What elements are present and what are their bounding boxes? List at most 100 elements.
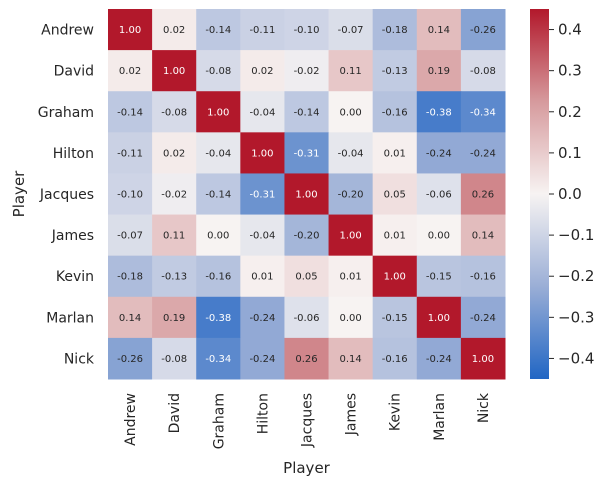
cell-value-label: -0.02 (161, 190, 187, 201)
heatmap-cell (284, 296, 330, 339)
colorbar-tick-label: 0.3 (558, 62, 582, 80)
colorbar-tick-label: −0.1 (558, 226, 594, 244)
cell-value-label: 0.00 (339, 107, 361, 118)
cell-value-label: -0.15 (382, 313, 408, 324)
cell-value-label: -0.16 (205, 272, 231, 283)
cell-value-label: -0.16 (382, 354, 408, 365)
cell-value-label: -0.14 (294, 107, 320, 118)
heatmap-cell (460, 132, 506, 174)
x-tick-labels: Andrew David Graham Hilton Jacques James Kevin… (123, 392, 492, 449)
cell-value-label: 1.00 (251, 148, 273, 159)
heatmap-cell (196, 173, 241, 216)
heatmap-cell (240, 9, 285, 51)
heatmap-cell (372, 91, 418, 133)
heatmap-cell (240, 173, 285, 216)
colorbar-tick-label: −0.3 (558, 308, 594, 326)
heatmap-cell (372, 173, 418, 216)
heatmap-cell (196, 91, 241, 133)
y-tick-label: Andrew (41, 23, 94, 39)
cell-value-label: -0.04 (338, 148, 364, 159)
y-tick-label: Hilton (53, 146, 94, 162)
cell-value-label: -0.07 (117, 231, 143, 242)
cell-value-label: 0.01 (339, 272, 361, 283)
heatmap-cell (284, 132, 330, 174)
cell-value-label: -0.38 (205, 313, 231, 324)
colorbar: 0.4 0.3 0.2 0.1 0.0 −0.1 −0.2 −0.3 −0.4 (530, 9, 594, 379)
heatmap-cell (416, 132, 462, 174)
heatmap-cell (240, 337, 285, 380)
heatmap-cell (460, 296, 506, 339)
cell-value-label: 0.11 (163, 231, 185, 242)
y-tick-label: Kevin (56, 269, 94, 285)
cell-value-label: -0.14 (117, 107, 143, 118)
heatmap-cell (416, 296, 462, 339)
cell-value-label: 1.00 (163, 66, 185, 77)
heatmap-cell (460, 50, 506, 92)
cell-value-label: -0.08 (161, 107, 187, 118)
heatmap-cell (152, 9, 197, 51)
cell-value-label: -0.34 (205, 354, 231, 365)
heatmap-cell (196, 337, 241, 380)
cell-value-label: 0.19 (163, 313, 185, 324)
heatmap-cell (152, 173, 197, 216)
heatmap-cell (240, 296, 285, 339)
heatmap-cell (152, 132, 197, 174)
x-tick-label: Andrew (123, 393, 139, 446)
y-tick-label: Graham (38, 105, 94, 121)
cell-value-label: 0.00 (207, 231, 229, 242)
heatmap-cell (108, 337, 153, 380)
cell-value-label: 0.02 (163, 25, 185, 36)
cell-value-label: -0.10 (294, 25, 320, 36)
cell-value-label: 1.00 (428, 313, 450, 324)
heatmap-cell (240, 132, 285, 174)
heatmap-cell (460, 337, 506, 380)
heatmap-cells: 1.00 0.02 -0.14 -0.11 -0.10 -0.07 -0.18 0.14 -0.… (108, 9, 506, 380)
heatmap-cell (196, 132, 241, 174)
x-tick-label: Marlan (432, 393, 448, 441)
cell-value-label: -0.31 (294, 148, 320, 159)
x-tick-label: Jacques (300, 393, 316, 448)
heatmap-cell (196, 214, 241, 257)
heatmap-cell (460, 255, 506, 298)
cell-value-label: -0.26 (470, 25, 496, 36)
heatmap-cell (416, 337, 462, 380)
cell-value-label: 0.14 (428, 25, 450, 36)
cell-value-label: 1.00 (207, 107, 229, 118)
cell-value-label: 0.01 (384, 231, 406, 242)
heatmap-cell (152, 296, 197, 339)
heatmap-cell (328, 337, 374, 380)
cell-value-label: 1.00 (119, 25, 141, 36)
cell-value-label: -0.15 (426, 272, 452, 283)
x-tick-label: James (344, 393, 360, 436)
heatmap-cell (284, 214, 330, 257)
heatmap-cell (416, 50, 462, 92)
y-tick-label: Marlan (46, 310, 94, 326)
heatmap-cell (108, 255, 153, 298)
heatmap-cell (372, 214, 418, 257)
cell-value-label: -0.24 (426, 148, 452, 159)
cell-value-label: 1.00 (295, 190, 317, 201)
heatmap-cell (460, 173, 506, 216)
colorbar-tick-label: 0.0 (558, 185, 582, 203)
x-tick-label: Graham (211, 393, 227, 449)
heatmap-cell (240, 255, 285, 298)
heatmap-cell (372, 132, 418, 174)
cell-value-label: -0.14 (205, 190, 231, 201)
cell-value-label: 0.00 (339, 313, 361, 324)
heatmap-cell (152, 255, 197, 298)
y-tick-labels: Andrew David Graham Hilton Jacques James Kevin… (38, 23, 95, 368)
cell-value-label: -0.26 (117, 354, 143, 365)
cell-value-label: -0.04 (249, 231, 275, 242)
cell-value-label: -0.02 (294, 66, 320, 77)
y-tick-label: Jacques (39, 187, 94, 203)
cell-value-label: 0.02 (163, 148, 185, 159)
cell-value-label: -0.16 (470, 272, 496, 283)
cell-value-label: -0.08 (161, 354, 187, 365)
cell-value-label: -0.06 (426, 190, 452, 201)
cell-value-label: -0.24 (249, 354, 275, 365)
cell-value-label: 0.02 (119, 66, 141, 77)
heatmap-cell (108, 91, 153, 133)
cell-value-label: -0.20 (338, 190, 364, 201)
heatmap-cell (196, 50, 241, 92)
